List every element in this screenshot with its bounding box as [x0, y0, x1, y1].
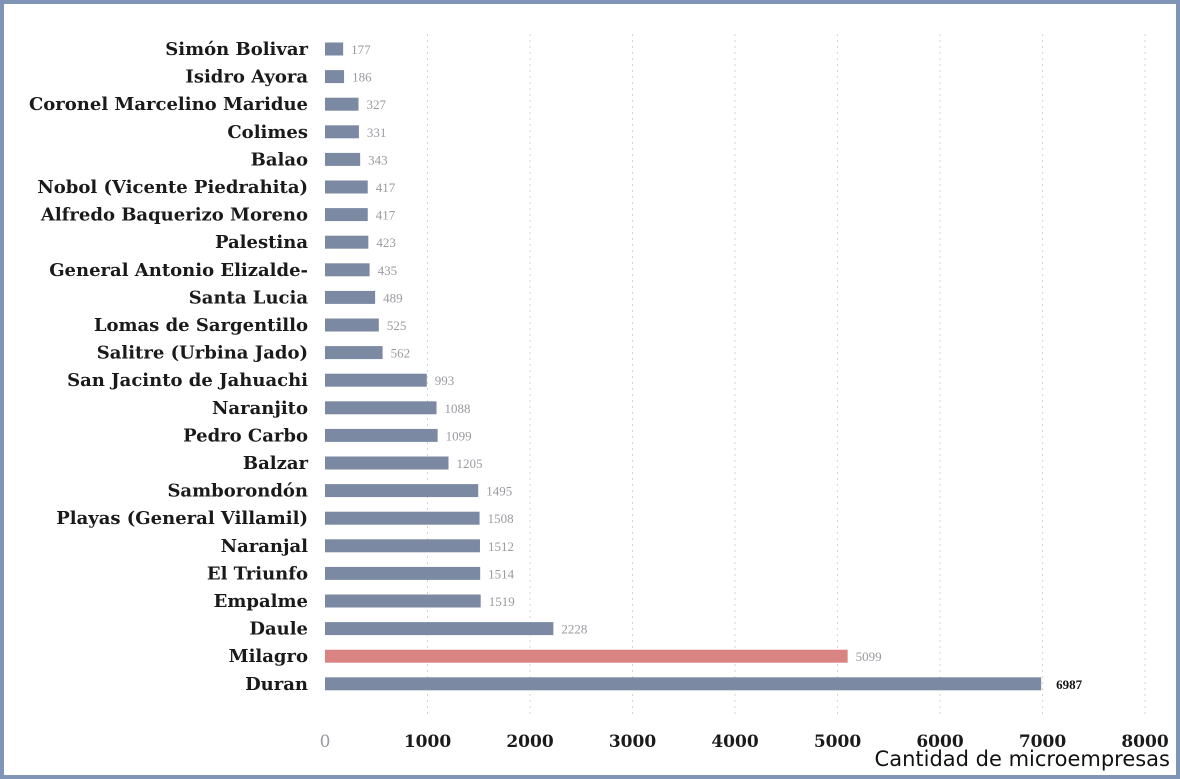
category-label: El Triunfo — [207, 563, 308, 584]
category-label: Salitre (Urbina Jado) — [97, 343, 308, 364]
category-label: Palestina — [215, 232, 308, 253]
bar — [325, 649, 848, 663]
x-tick-labels: 0 1000 2000 3000 4000 5000 6000 7000 8000 — [320, 732, 1169, 752]
value-labels: 177 186 327 331 343 417 417 423 435 489 525 562 993 1… — [351, 42, 1083, 692]
x-tick-label: 6000 — [916, 732, 963, 752]
value-label: 177 — [351, 42, 371, 57]
value-label: 331 — [367, 125, 387, 140]
bar — [325, 346, 383, 360]
value-label: 1099 — [446, 428, 472, 443]
bar — [325, 511, 480, 525]
value-label: 1205 — [457, 456, 483, 471]
x-tick-label: 4000 — [711, 732, 758, 752]
category-label: Duran — [245, 674, 308, 695]
x-axis-title: Cantidad de microempresas — [875, 747, 1170, 771]
bar — [325, 622, 554, 636]
category-label: San Jacinto de Jahuachi — [67, 370, 308, 391]
bar-chart: Simón Bolivar Isidro Ayora Coronel Marceli… — [29, 34, 1170, 771]
value-label: 489 — [383, 290, 403, 305]
bar — [325, 290, 376, 304]
category-label: Alfredo Baquerizo Moreno — [40, 205, 308, 226]
category-label: Samborondón — [167, 481, 308, 502]
bar — [325, 125, 359, 139]
value-label: 5099 — [856, 649, 882, 664]
category-label: Naranjito — [212, 398, 308, 419]
value-label: 327 — [367, 97, 387, 112]
bar — [325, 456, 449, 470]
bar — [325, 373, 427, 387]
bar — [325, 594, 481, 608]
bar — [325, 428, 438, 442]
value-label: 2228 — [561, 622, 587, 637]
bar — [325, 180, 368, 194]
grid-lines — [427, 34, 1146, 716]
category-label: Nobol (Vicente Piedrahita) — [37, 177, 308, 198]
category-label: Coronel Marcelino Maridue — [29, 94, 308, 115]
category-label: Balzar — [243, 453, 309, 474]
x-tick-label: 2000 — [506, 732, 553, 752]
category-label: Playas (General Villamil) — [56, 508, 308, 529]
category-label: Simón Bolivar — [165, 39, 308, 60]
bar — [325, 97, 359, 111]
value-label: 525 — [387, 318, 407, 333]
category-labels: Simón Bolivar Isidro Ayora Coronel Marceli… — [29, 39, 309, 695]
value-label: 417 — [376, 208, 396, 223]
value-label: 343 — [368, 152, 388, 167]
category-label: General Antonio Elizalde- — [49, 260, 308, 281]
category-label: Colimes — [227, 122, 308, 143]
bar — [325, 208, 368, 222]
value-label: 186 — [352, 70, 372, 85]
value-label: 1519 — [489, 594, 515, 609]
bars — [325, 42, 1042, 691]
category-label: Daule — [249, 619, 308, 640]
value-label: 562 — [391, 346, 411, 361]
x-tick-label: 0 — [320, 732, 331, 752]
value-label: 435 — [378, 263, 398, 278]
x-tick-label: 3000 — [609, 732, 656, 752]
category-label: Naranjal — [221, 536, 309, 557]
category-label: Milagro — [229, 646, 308, 667]
bar — [325, 566, 481, 580]
value-label: 423 — [376, 235, 396, 250]
bar — [325, 42, 344, 56]
bar — [325, 152, 361, 166]
x-tick-label: 5000 — [814, 732, 861, 752]
x-tick-label: 1000 — [404, 732, 451, 752]
category-label: Balao — [251, 149, 308, 170]
value-label: 993 — [435, 373, 455, 388]
bar — [325, 484, 479, 498]
value-label: 1508 — [488, 511, 514, 526]
value-label: 1512 — [488, 539, 514, 554]
bar — [325, 235, 369, 249]
x-tick-label: 7000 — [1019, 732, 1066, 752]
bar — [325, 70, 345, 84]
bar — [325, 539, 480, 553]
bar — [325, 318, 379, 332]
value-label: 1495 — [486, 484, 512, 499]
bar — [325, 677, 1042, 691]
category-label: Lomas de Sargentillo — [94, 315, 308, 336]
value-label: 417 — [376, 180, 396, 195]
value-label: 1088 — [445, 401, 471, 416]
value-label: 1514 — [488, 566, 515, 581]
x-tick-label: 8000 — [1121, 732, 1168, 752]
value-label: 6987 — [1056, 677, 1083, 692]
bar — [325, 263, 370, 277]
bar — [325, 401, 437, 415]
category-label: Santa Lucia — [189, 287, 309, 308]
category-label: Empalme — [214, 591, 308, 612]
category-label: Isidro Ayora — [185, 67, 308, 88]
category-label: Pedro Carbo — [183, 425, 308, 446]
